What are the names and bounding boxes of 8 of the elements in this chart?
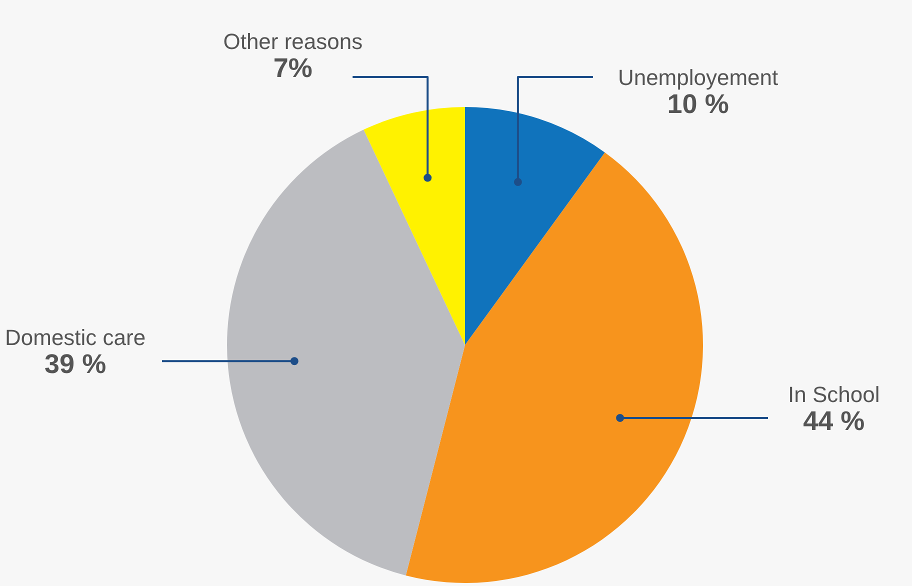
data-label: 7% bbox=[273, 53, 312, 83]
slice-label: Unemployement bbox=[618, 65, 778, 90]
slice-label: Other reasons bbox=[223, 29, 363, 54]
slice-label: Domestic care bbox=[5, 325, 146, 350]
slice-label: In School bbox=[788, 382, 880, 407]
data-label: 44 % bbox=[803, 406, 865, 436]
data-label: 39 % bbox=[44, 349, 106, 380]
data-label: 10 % bbox=[667, 89, 729, 119]
